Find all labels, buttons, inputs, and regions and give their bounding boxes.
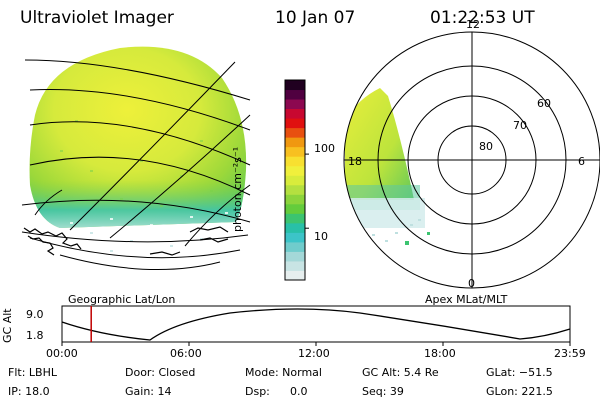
- colorbar-frame: [284, 79, 306, 281]
- status-mode: Mode: Normal: [245, 366, 322, 379]
- mlat-label-70: 70: [513, 119, 527, 132]
- colorbar-swatch: [285, 175, 305, 186]
- geographic-caption: Geographic Lat/Lon: [68, 293, 176, 306]
- mlt-label-6: 6: [578, 155, 585, 168]
- colorbar-swatch: [285, 99, 305, 110]
- altitude-ytick-max: 9.0: [26, 308, 44, 321]
- colorbar-swatch: [285, 203, 305, 214]
- colorbar-swatch: [285, 137, 305, 148]
- instrument-title: Ultraviolet Imager: [20, 8, 174, 28]
- mlt-label-0: 0: [468, 277, 475, 290]
- colorbar-swatch: [285, 270, 305, 281]
- geographic-map: [21, 46, 251, 270]
- altitude-plot-frame: [61, 305, 571, 343]
- colorbar-tick-10: 10: [314, 230, 328, 243]
- colorbar-swatch: [285, 260, 305, 271]
- colorbar-swatch: [285, 241, 305, 252]
- colorbar-swatch: [285, 213, 305, 224]
- colorbar-swatch: [285, 89, 305, 100]
- apex-caption: Apex MLat/MLT: [425, 293, 508, 306]
- status-gc-alt: GC Alt: 5.4 Re: [362, 366, 439, 379]
- colorbar-swatch: [285, 251, 305, 262]
- time-tick-1800: 18:00: [424, 347, 456, 360]
- time-tick-0600: 06:00: [170, 347, 202, 360]
- colorbar-swatch: [285, 165, 305, 176]
- mlat-label-60: 60: [537, 97, 551, 110]
- colorbar-swatch: [285, 194, 305, 205]
- mlt-label-12: 12: [466, 18, 480, 31]
- status-glat: GLat: −51.5: [486, 366, 553, 379]
- status-seq: Seq: 39: [362, 385, 404, 398]
- colorbar-label: photon cm⁻²s⁻¹: [231, 146, 244, 232]
- status-glon: GLon: 221.5: [486, 385, 553, 398]
- status-gain: Gain: 14: [125, 385, 172, 398]
- altitude-ylabel: GC Alt: [1, 308, 14, 343]
- polar-mlat-mlt-plot: [343, 31, 600, 289]
- colorbar-swatch: [285, 80, 305, 91]
- status-dsp-value: 0.0: [290, 385, 308, 398]
- colorbar-swatch: [285, 184, 305, 195]
- status-filter: Flt: LBHL: [8, 366, 57, 379]
- status-ip: IP: 18.0: [8, 385, 50, 398]
- header-time: 01:22:53 UT: [430, 8, 535, 28]
- colorbar-swatch: [285, 146, 305, 157]
- altitude-plot: [61, 305, 571, 346]
- colorbar-tick-100: 100: [314, 142, 335, 155]
- status-dsp-label: Dsp:: [245, 385, 270, 398]
- time-tick-1200: 12:00: [298, 347, 330, 360]
- mlt-label-18: 18: [348, 155, 362, 168]
- time-tick-0000: 00:00: [46, 347, 78, 360]
- colorbar-swatch: [285, 108, 305, 119]
- altitude-curve: [61, 308, 571, 341]
- colorbar-swatch: [285, 232, 305, 243]
- status-door: Door: Closed: [125, 366, 196, 379]
- colorbar-swatch: [285, 118, 305, 129]
- colorbar-swatch: [285, 222, 305, 233]
- header-date: 10 Jan 07: [275, 8, 356, 28]
- time-tick-2359: 23:59: [554, 347, 586, 360]
- mlat-label-80: 80: [479, 140, 493, 153]
- colorbar-swatch: [285, 127, 305, 138]
- altitude-ytick-min: 1.8: [26, 329, 44, 342]
- colorbar: [284, 79, 309, 281]
- colorbar-swatch: [285, 156, 305, 167]
